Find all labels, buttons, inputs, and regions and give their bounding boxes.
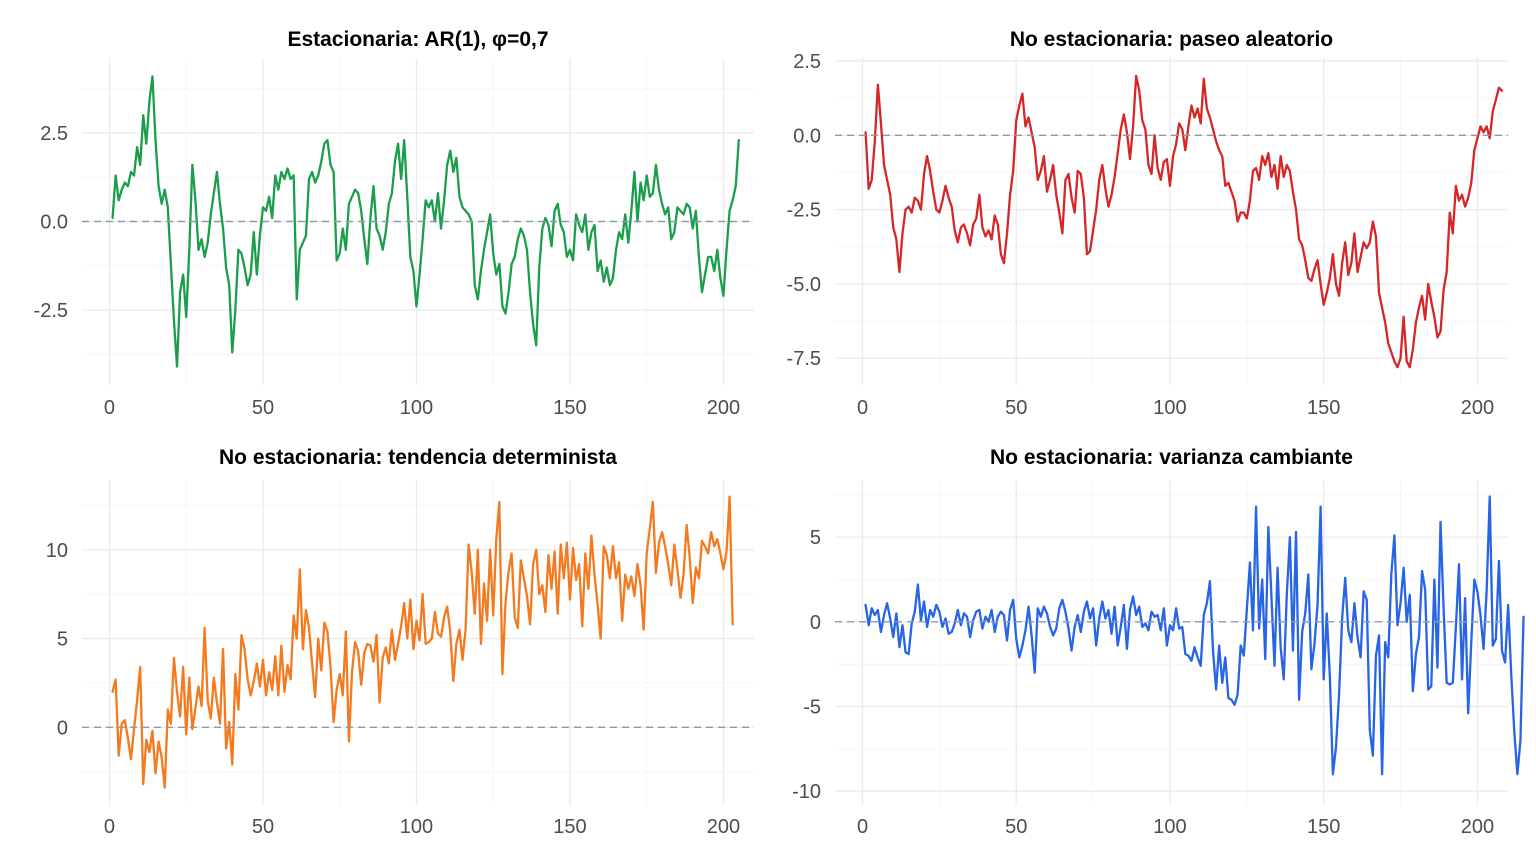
y-tick-label: 2.5	[793, 51, 821, 73]
y-tick-label: -5.0	[787, 274, 821, 296]
y-tick-label: -7.5	[787, 348, 821, 370]
series-line	[864, 74, 1504, 369]
x-tick-label: 150	[553, 816, 586, 838]
series-line	[111, 75, 740, 368]
panel-changing-variance: No estacionaria: varianza cambiante 0 50 1…	[792, 446, 1525, 838]
series-line	[111, 495, 734, 789]
y-tick-label: 10	[46, 540, 68, 562]
series-line	[864, 495, 1525, 776]
y-tick-label: -5	[803, 697, 821, 719]
x-tick-label: 50	[252, 816, 274, 838]
grid	[82, 480, 754, 806]
x-tick-label: 100	[400, 397, 433, 419]
panel-deterministic-trend: No estacionaria: tendencia determinista …	[46, 446, 754, 838]
x-tick-label: 200	[707, 816, 740, 838]
x-tick-label: 100	[1153, 816, 1186, 838]
y-tick-label: 0.0	[793, 125, 821, 147]
panel-random-walk: No estacionaria: paseo aleatorio 0 50 100 1…	[787, 28, 1508, 419]
x-tick-label: 150	[553, 397, 586, 419]
x-tick-label: 200	[1461, 397, 1494, 419]
x-tick-label: 50	[252, 397, 274, 419]
y-tick-label: 5	[810, 527, 821, 549]
x-tick-label: 100	[400, 816, 433, 838]
x-tick-label: 150	[1307, 397, 1340, 419]
x-tick-label: 50	[1005, 816, 1027, 838]
x-tick-label: 0	[857, 816, 868, 838]
x-tick-label: 200	[1461, 816, 1494, 838]
y-tick-label: 2.5	[40, 123, 68, 145]
x-tick-label: 100	[1153, 397, 1186, 419]
panel-title: Estacionaria: AR(1), φ=0,7	[287, 28, 548, 51]
x-tick-label: 0	[104, 816, 115, 838]
x-tick-label: 0	[857, 397, 868, 419]
panel-title: No estacionaria: tendencia determinista	[219, 446, 617, 469]
x-tick-label: 50	[1005, 397, 1027, 419]
x-tick-label: 200	[707, 397, 740, 419]
y-tick-label: -2.5	[787, 200, 821, 222]
grid	[835, 58, 1508, 385]
panel-title: No estacionaria: varianza cambiante	[990, 446, 1353, 469]
x-tick-label: 150	[1307, 816, 1340, 838]
y-tick-label: -2.5	[34, 300, 68, 322]
y-tick-label: 0.0	[40, 212, 68, 234]
grid	[835, 480, 1508, 806]
y-tick-label: 0	[810, 612, 821, 634]
panel-title: No estacionaria: paseo aleatorio	[1010, 28, 1333, 51]
x-tick-label: 0	[104, 397, 115, 419]
y-tick-label: 5	[57, 629, 68, 651]
panel-ar1: Estacionaria: AR(1), φ=0,7 0 50 100 150 200 2…	[34, 28, 754, 419]
y-tick-label: 0	[57, 717, 68, 739]
y-tick-label: -10	[792, 781, 821, 803]
